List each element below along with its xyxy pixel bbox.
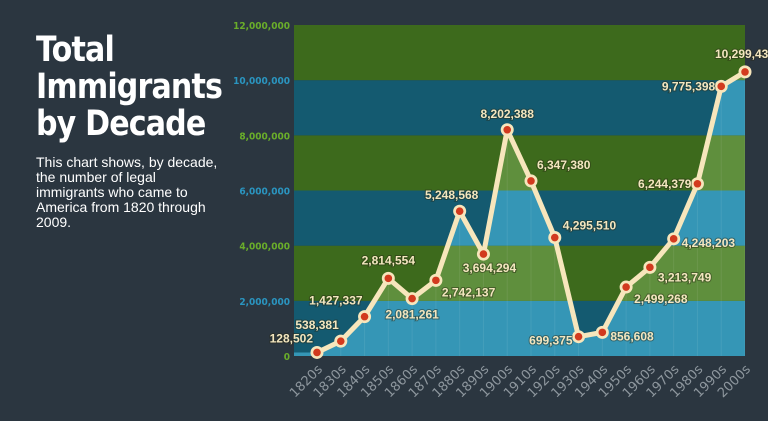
- data-point-dot: [550, 233, 559, 242]
- data-label: 2,814,554: [362, 253, 416, 267]
- y-tick-label: 0: [284, 352, 290, 363]
- data-point-dot: [336, 337, 345, 345]
- chart-description: This chart shows, by decade, the number …: [36, 154, 218, 230]
- data-point-dot: [432, 276, 440, 285]
- data-point-dot: [741, 68, 749, 76]
- data-label: 8,202,388: [481, 107, 535, 121]
- data-point-dot: [717, 82, 726, 91]
- data-label: 3,213,749: [658, 270, 712, 284]
- data-point-dot: [622, 283, 630, 291]
- data-point-dot: [360, 312, 369, 321]
- y-tick-label: 8,000,000: [239, 131, 290, 142]
- data-point-dot: [574, 332, 583, 341]
- data-point-dot: [384, 274, 393, 283]
- data-label: 856,608: [610, 329, 654, 343]
- data-point-dot: [408, 294, 416, 303]
- data-label: 10,299,430: [715, 47, 768, 61]
- data-label: 6,347,380: [537, 158, 591, 172]
- page-title: Total Immigrants by Decade: [36, 30, 223, 144]
- data-point-dot: [669, 235, 678, 243]
- data-label: 5,248,568: [425, 188, 479, 202]
- data-point-dot: [313, 348, 321, 357]
- y-tick-label: 2,000,000: [239, 297, 290, 308]
- data-point-dot: [527, 177, 535, 185]
- data-label: 3,694,294: [463, 261, 517, 275]
- band: [294, 25, 745, 81]
- data-label: 6,244,379: [638, 177, 692, 191]
- data-label: 128,502: [270, 331, 314, 345]
- data-label: 4,248,203: [682, 236, 736, 250]
- data-point-dot: [455, 207, 464, 216]
- data-label: 538,381: [295, 318, 339, 332]
- data-point-dot: [479, 250, 488, 258]
- data-label: 2,081,261: [385, 308, 439, 322]
- data-point-dot: [693, 179, 702, 188]
- y-tick-label: 4,000,000: [239, 242, 290, 253]
- y-tick-label: 10,000,000: [233, 76, 290, 87]
- y-tick-label: 6,000,000: [239, 187, 290, 198]
- data-point-dot: [503, 125, 512, 134]
- band: [294, 80, 745, 136]
- data-label: 9,775,398: [662, 79, 716, 93]
- y-tick-label: 12,000,000: [233, 21, 290, 32]
- data-label: 1,427,337: [309, 294, 363, 308]
- data-label: 4,295,510: [563, 219, 617, 233]
- data-label: 699,375: [529, 334, 573, 348]
- data-point-dot: [598, 328, 607, 337]
- data-point-dot: [646, 263, 654, 272]
- data-label: 2,742,137: [442, 285, 496, 299]
- data-label: 2,499,268: [634, 292, 688, 306]
